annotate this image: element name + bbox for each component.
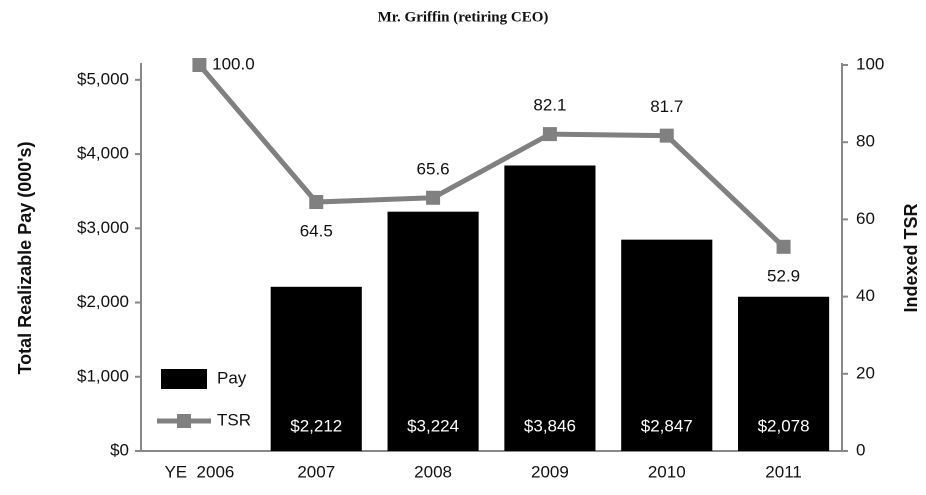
bar-value-label: $2,847	[641, 416, 693, 435]
y-tick-label: $1,000	[77, 366, 129, 385]
bar	[387, 211, 479, 451]
x-tick-label: 2010	[648, 462, 686, 481]
bar-value-label: $2,212	[290, 416, 342, 435]
y2-tick-label: 20	[856, 363, 875, 382]
y-tick-label: $5,000	[77, 69, 129, 88]
legend-swatch	[161, 369, 207, 389]
y-tick-label: $4,000	[77, 144, 129, 163]
y2-tick-label: 80	[856, 132, 875, 151]
bar-value-label: $2,078	[758, 416, 810, 435]
line-marker	[309, 195, 324, 210]
x-tick-label: 2009	[531, 462, 569, 481]
x-tick-label: 2008	[414, 462, 452, 481]
y-tick-label: $3,000	[77, 218, 129, 237]
legend-swatch	[177, 414, 191, 428]
line	[197, 63, 786, 249]
y2-tick-label: 40	[856, 286, 875, 305]
bar	[738, 296, 830, 451]
legend-label: TSR	[217, 410, 251, 429]
line-value-label: 64.5	[300, 222, 333, 241]
x-tick-label: 2007	[297, 462, 335, 481]
y2-axis-label: Indexed TSR	[901, 203, 921, 312]
line-marker	[426, 190, 441, 205]
line-value-label: 100.0	[212, 54, 255, 73]
x-tick-label: 2011	[765, 462, 802, 481]
bar-value-label: $3,846	[524, 416, 576, 435]
line-marker	[192, 58, 207, 72]
bar	[621, 239, 713, 451]
line-value-label: 82.1	[533, 96, 566, 115]
chart-title: Mr. Griffin (retiring CEO)	[378, 9, 549, 25]
line-marker	[776, 239, 791, 254]
bar	[504, 165, 596, 451]
y-axis-label: Total Realizable Pay (000's)	[15, 141, 35, 374]
y-tick-label: $0	[110, 440, 129, 459]
y2-tick-label: 100	[856, 54, 884, 73]
legend-label: Pay	[217, 368, 247, 387]
y-tick-label: $2,000	[77, 292, 129, 311]
y2-tick-label: 0	[856, 440, 865, 459]
line-marker	[659, 128, 674, 143]
line-marker	[542, 127, 557, 142]
line-value-label: 65.6	[417, 159, 450, 178]
bar-value-label: $3,224	[407, 416, 459, 435]
x-tick-label: YE 2006	[164, 462, 234, 481]
line-value-label: 81.7	[650, 97, 683, 116]
y2-tick-label: 60	[856, 209, 875, 228]
line-value-label: 52.9	[767, 266, 800, 285]
bar	[270, 286, 362, 451]
